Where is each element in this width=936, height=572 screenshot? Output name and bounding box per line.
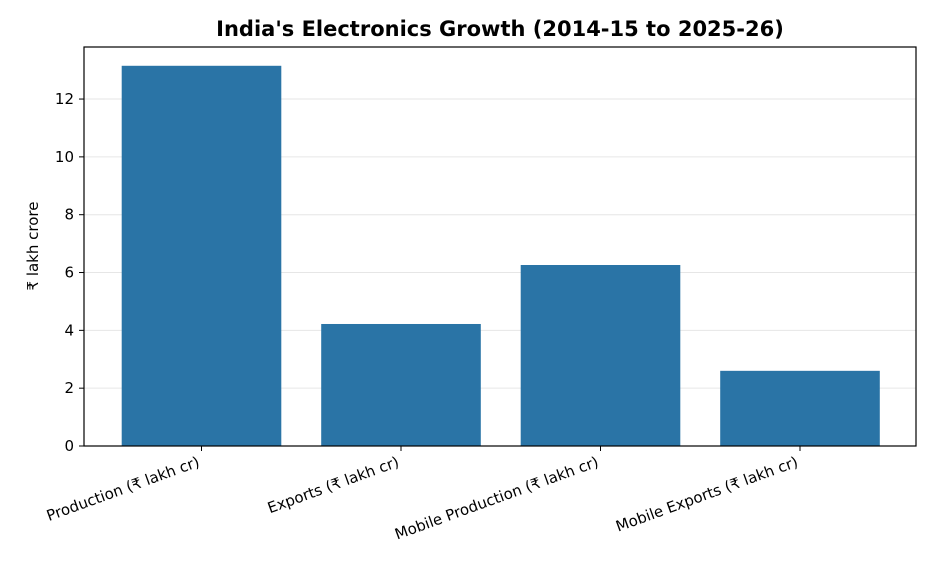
bar xyxy=(121,65,282,446)
bar xyxy=(321,323,481,446)
y-tick-label: 2 xyxy=(64,379,74,397)
y-tick-label: 4 xyxy=(64,321,74,339)
x-tick-label: Mobile Production (₹ lakh cr) xyxy=(392,453,600,544)
y-tick-label: 12 xyxy=(55,90,74,108)
plot-frame xyxy=(83,46,917,447)
bar xyxy=(720,370,880,446)
x-tick-label: Exports (₹ lakh cr) xyxy=(265,453,401,517)
x-axis-ticks: Production (₹ lakh cr) Exports (₹ lakh cr… xyxy=(44,446,801,544)
y-axis-ticks: 0 2 4 6 8 10 12 xyxy=(55,90,84,455)
y-tick-label: 6 xyxy=(64,264,74,282)
x-tick-label: Production (₹ lakh cr) xyxy=(44,453,202,525)
y-tick-label: 8 xyxy=(64,206,74,224)
bars xyxy=(121,65,880,446)
y-axis-label: ₹ lakh crore xyxy=(24,202,42,291)
bar xyxy=(520,265,681,446)
chart-title: India's Electronics Growth (2014-15 to 2… xyxy=(216,17,784,41)
y-tick-label: 10 xyxy=(55,148,74,166)
x-tick-label: Mobile Exports (₹ lakh cr) xyxy=(613,453,800,536)
y-tick-label: 0 xyxy=(64,437,74,455)
